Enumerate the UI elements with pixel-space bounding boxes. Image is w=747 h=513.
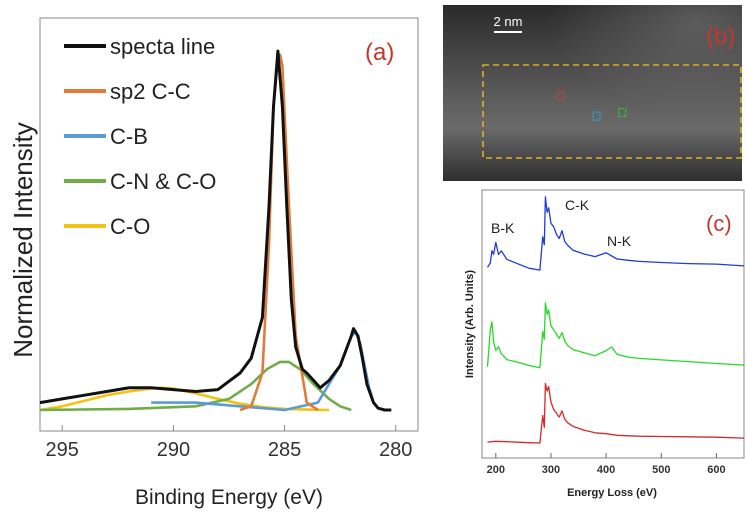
x-tick-label: 300 [542, 464, 560, 476]
panel-label-b: (b) [706, 23, 735, 50]
x-axis-label-a: Binding Energy (eV) [135, 486, 323, 509]
series-line-specta-line [39, 49, 392, 412]
panel-label-a: (a) [365, 39, 394, 66]
x-tick-label: 295 [46, 439, 79, 461]
annotation-b-k: B-K [491, 220, 515, 236]
x-axis-label-c: Energy Loss (eV) [567, 487, 657, 499]
x-tick-label: 290 [157, 439, 190, 461]
legend-label-c-o: C-O [110, 214, 150, 239]
legend-label-sp2-c-c: sp2 C-C [110, 79, 191, 104]
spectrum-marker [556, 91, 565, 101]
x-ticks-c: 200 300 400 500 600 [487, 453, 726, 476]
legend-label-specta-line: specta line [110, 34, 215, 59]
panel-label-c: (c) [706, 211, 732, 236]
spectrum-line-blue [486, 196, 745, 271]
x-tick-label: 200 [487, 464, 505, 476]
spectrum-line-red [487, 382, 745, 444]
y-axis-label-a: Normalized Intensity [8, 122, 38, 358]
plot-frame-c [481, 189, 745, 459]
legend-a: specta line sp2 C-C C-B C-N & C-O C-O [64, 34, 216, 239]
stem-image-glow [443, 5, 742, 181]
x-tick-label: 500 [652, 464, 670, 476]
region-box [482, 64, 742, 159]
x-tick-label: 285 [268, 439, 301, 461]
markers-b [556, 91, 627, 121]
annotation-n-k: N-K [607, 233, 632, 249]
curves-a [39, 49, 392, 412]
y-axis-label-c: Intensity (Arb. Units) [464, 270, 476, 379]
series-line-c-n-c-o [39, 360, 352, 412]
scale-bar-label: 2 nm [494, 14, 523, 29]
curves-c [486, 196, 745, 444]
legend-label-c-n-c-o: C-N & C-O [110, 169, 216, 194]
panel-a: 295 290 285 280 (a) Binding Energy (eV) Nor… [8, 17, 419, 509]
panel-b: 2 nm (b) [443, 5, 742, 181]
x-tick-label: 600 [707, 464, 725, 476]
x-tick-label: 400 [597, 464, 615, 476]
plot-frame-a [39, 17, 419, 432]
spectrum-line-green [486, 302, 745, 369]
panel-c: 200 300 400 500 600 Intensity (Arb. Units) E… [464, 189, 745, 499]
x-ticks-a: 295 290 285 280 [46, 425, 412, 461]
annotation-c-k: C-K [565, 197, 590, 213]
legend-label-c-b: C-B [110, 124, 148, 149]
spectrum-marker [618, 107, 627, 118]
spectrum-marker [592, 111, 601, 121]
x-tick-label: 280 [379, 439, 412, 461]
